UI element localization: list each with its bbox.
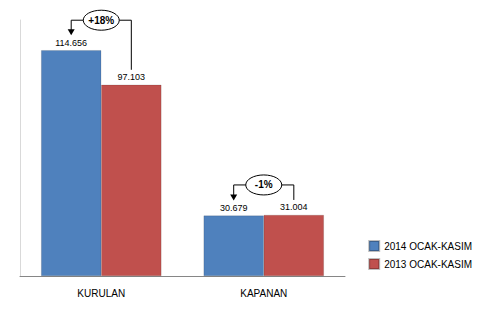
svg-text:114.656: 114.656 — [55, 38, 87, 48]
svg-text:+18%: +18% — [88, 15, 114, 26]
svg-text:30.679: 30.679 — [220, 203, 248, 213]
svg-text:2013 OCAK-KASIM: 2013 OCAK-KASIM — [384, 259, 472, 270]
svg-text:2014 OCAK-KASIM: 2014 OCAK-KASIM — [384, 241, 472, 252]
svg-text:-1%: -1% — [255, 179, 273, 190]
svg-text:97.103: 97.103 — [118, 72, 146, 82]
svg-text:KAPANAN: KAPANAN — [240, 288, 287, 299]
svg-text:31.004: 31.004 — [280, 202, 308, 212]
svg-text:KURULAN: KURULAN — [77, 288, 125, 299]
